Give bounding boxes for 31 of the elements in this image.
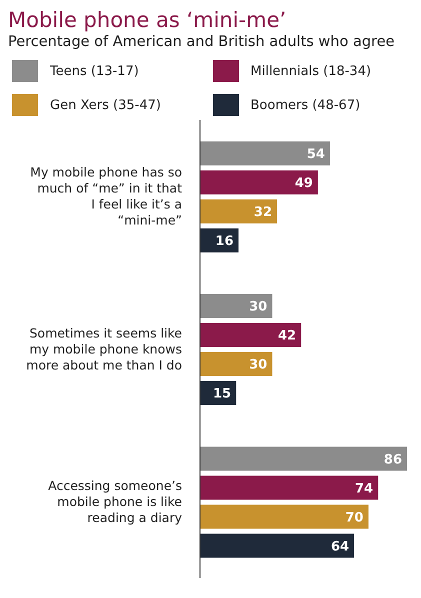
data-label: 30 [249, 358, 268, 373]
legend-label: Boomers (48-67) [250, 98, 360, 112]
data-label: 42 [278, 328, 296, 344]
y-tick-label: Accessing someone’s mobile phone is like reading a diary [48, 478, 183, 526]
chart-title: Mobile phone as ‘mini-me’ [8, 8, 288, 32]
y-tick-label: Sometimes it seems like my mobile phone knows more about me than I do [26, 325, 182, 372]
bar [200, 294, 272, 318]
bar [200, 141, 330, 166]
bar [200, 352, 272, 376]
bar [200, 446, 407, 471]
data-label: 54 [306, 146, 325, 162]
bar [200, 170, 318, 194]
data-label: 70 [345, 510, 364, 526]
bar [200, 476, 378, 500]
chart-subtitle: Percentage of American and British adults who agree [8, 33, 396, 52]
data-label: 86 [384, 452, 402, 468]
data-label: 32 [254, 204, 272, 220]
data-label: 16 [215, 234, 234, 249]
data-label: 64 [330, 539, 350, 554]
data-label: 74 [355, 481, 374, 496]
y-tick-label: My mobile phone has so much of “me” in it that I feel like it’s a “mini-me” [30, 164, 182, 228]
data-label: 30 [249, 300, 268, 315]
legend-label: Gen Xers (35-47) [50, 98, 161, 112]
data-label: 15 [213, 386, 232, 402]
legend-label: Millennials (18-34) [250, 64, 372, 78]
bar [200, 504, 368, 529]
bar [200, 323, 302, 348]
bar [200, 534, 354, 558]
legend-label: Teens (13-17) [50, 64, 139, 78]
bar [200, 199, 278, 224]
data-label: 49 [294, 176, 313, 191]
